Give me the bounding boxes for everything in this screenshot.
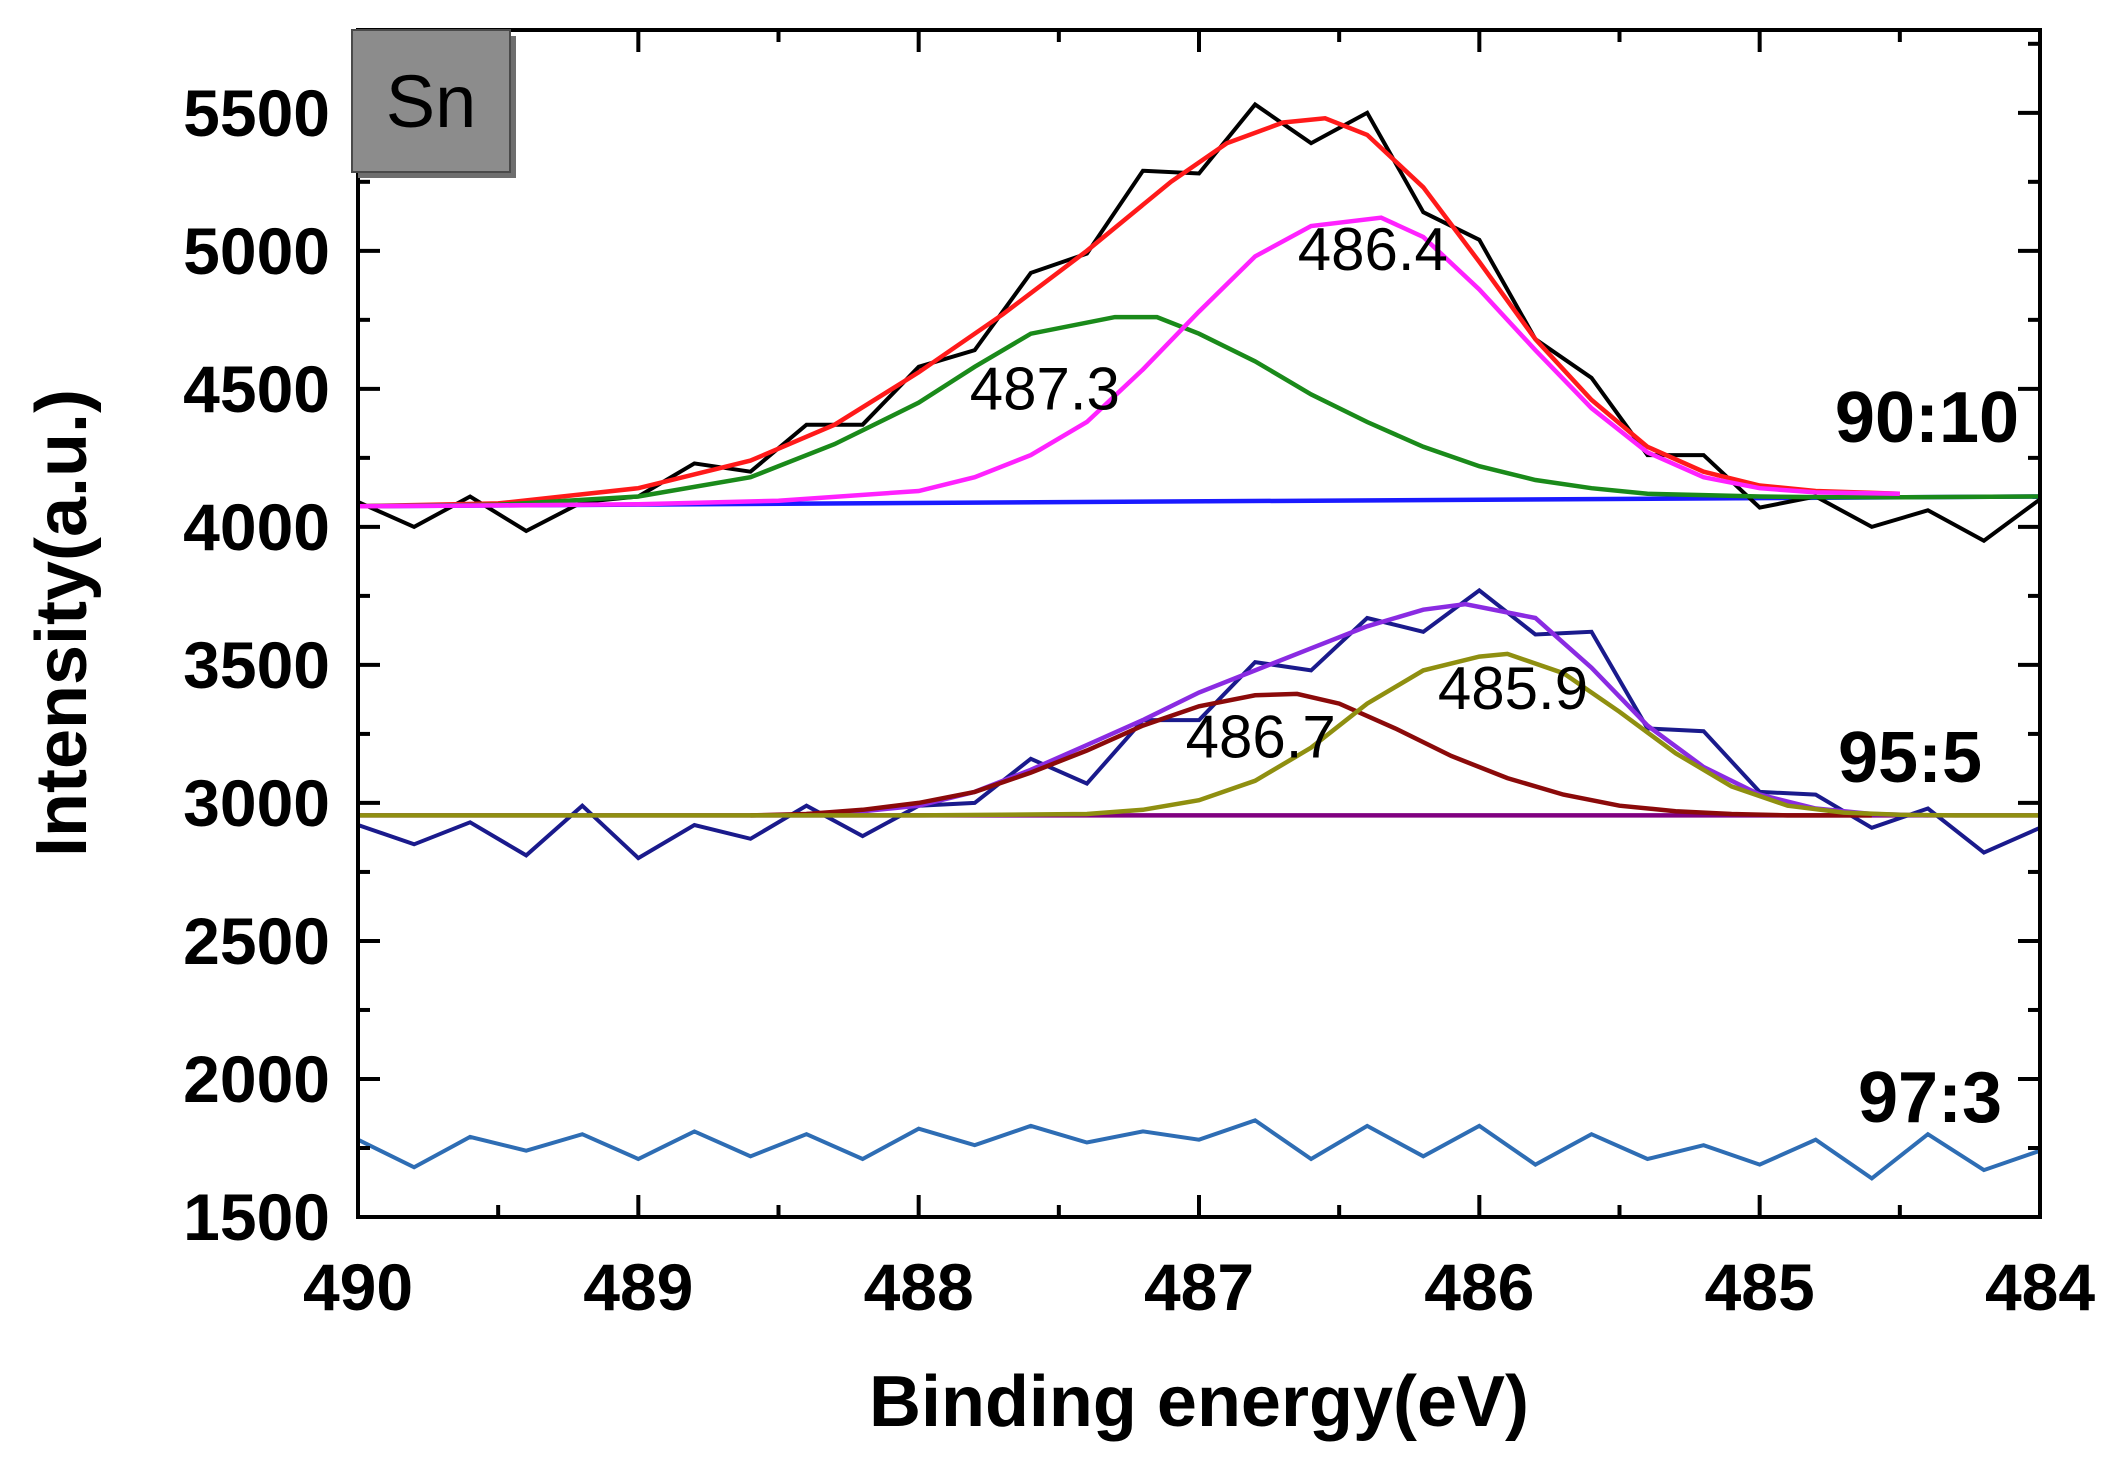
series-95-5-peak-486.7 [750, 691, 1872, 818]
x-tick-label: 485 [1705, 1250, 1815, 1324]
peak-label-487-3: 487.3 [970, 356, 1120, 423]
series-90-10-peak-487.3 [358, 314, 2040, 509]
series-95-5-raw [358, 587, 2040, 861]
group-label-97-3: 97:3 [1858, 1058, 2002, 1138]
y-tick-label: 5000 [183, 214, 330, 288]
peak-label-485-9: 485.9 [1438, 655, 1588, 722]
y-tick-label: 3500 [183, 628, 330, 702]
y-tick-label: 4500 [183, 352, 330, 426]
series-90-10-peak-486.4 [358, 215, 1900, 509]
x-tick-label: 488 [864, 1250, 974, 1324]
x-axis-title: Binding energy(eV) [869, 1362, 1529, 1442]
y-tick-label: 1500 [183, 1180, 330, 1254]
plot-frame [356, 28, 2042, 1219]
series-90-10-envelope [358, 116, 1900, 509]
y-tick-label: 4000 [183, 490, 330, 564]
group-labels: 90:10 95:5 97:3 [1835, 378, 2019, 1138]
peak-label-486-4: 486.4 [1298, 216, 1448, 283]
x-tick-label: 486 [1424, 1250, 1534, 1324]
axes: 490 489 488 487 486 485 484 1500 2000 2500 3000 350… [183, 30, 2095, 1324]
group-label-95-5: 95:5 [1838, 718, 1982, 798]
series-95-5-envelope [806, 601, 1928, 818]
y-tick-label: 3000 [183, 766, 330, 840]
x-tick-label: 484 [1985, 1250, 2095, 1324]
peak-labels: 486.4 487.3 486.7 485.9 [970, 216, 1588, 770]
peak-label-486-7: 486.7 [1186, 703, 1336, 770]
y-axis-title: Intensity(a.u.) [22, 389, 102, 857]
series-90-10-raw [358, 101, 2040, 544]
group-label-90-10: 90:10 [1835, 378, 2019, 458]
x-tick-label: 490 [303, 1250, 413, 1324]
series-95-5-peak-485.9 [358, 651, 2040, 818]
y-tick-label: 2000 [183, 1042, 330, 1116]
y-tick-label: 5500 [183, 76, 330, 150]
element-label-box: Sn [351, 29, 516, 178]
x-tick-label: 487 [1144, 1250, 1254, 1324]
y-tick-label: 2500 [183, 904, 330, 978]
element-label: Sn [386, 60, 477, 143]
series-97-3-raw [358, 1118, 2040, 1181]
x-tick-label: 489 [583, 1250, 693, 1324]
series-layer [358, 101, 2040, 1181]
